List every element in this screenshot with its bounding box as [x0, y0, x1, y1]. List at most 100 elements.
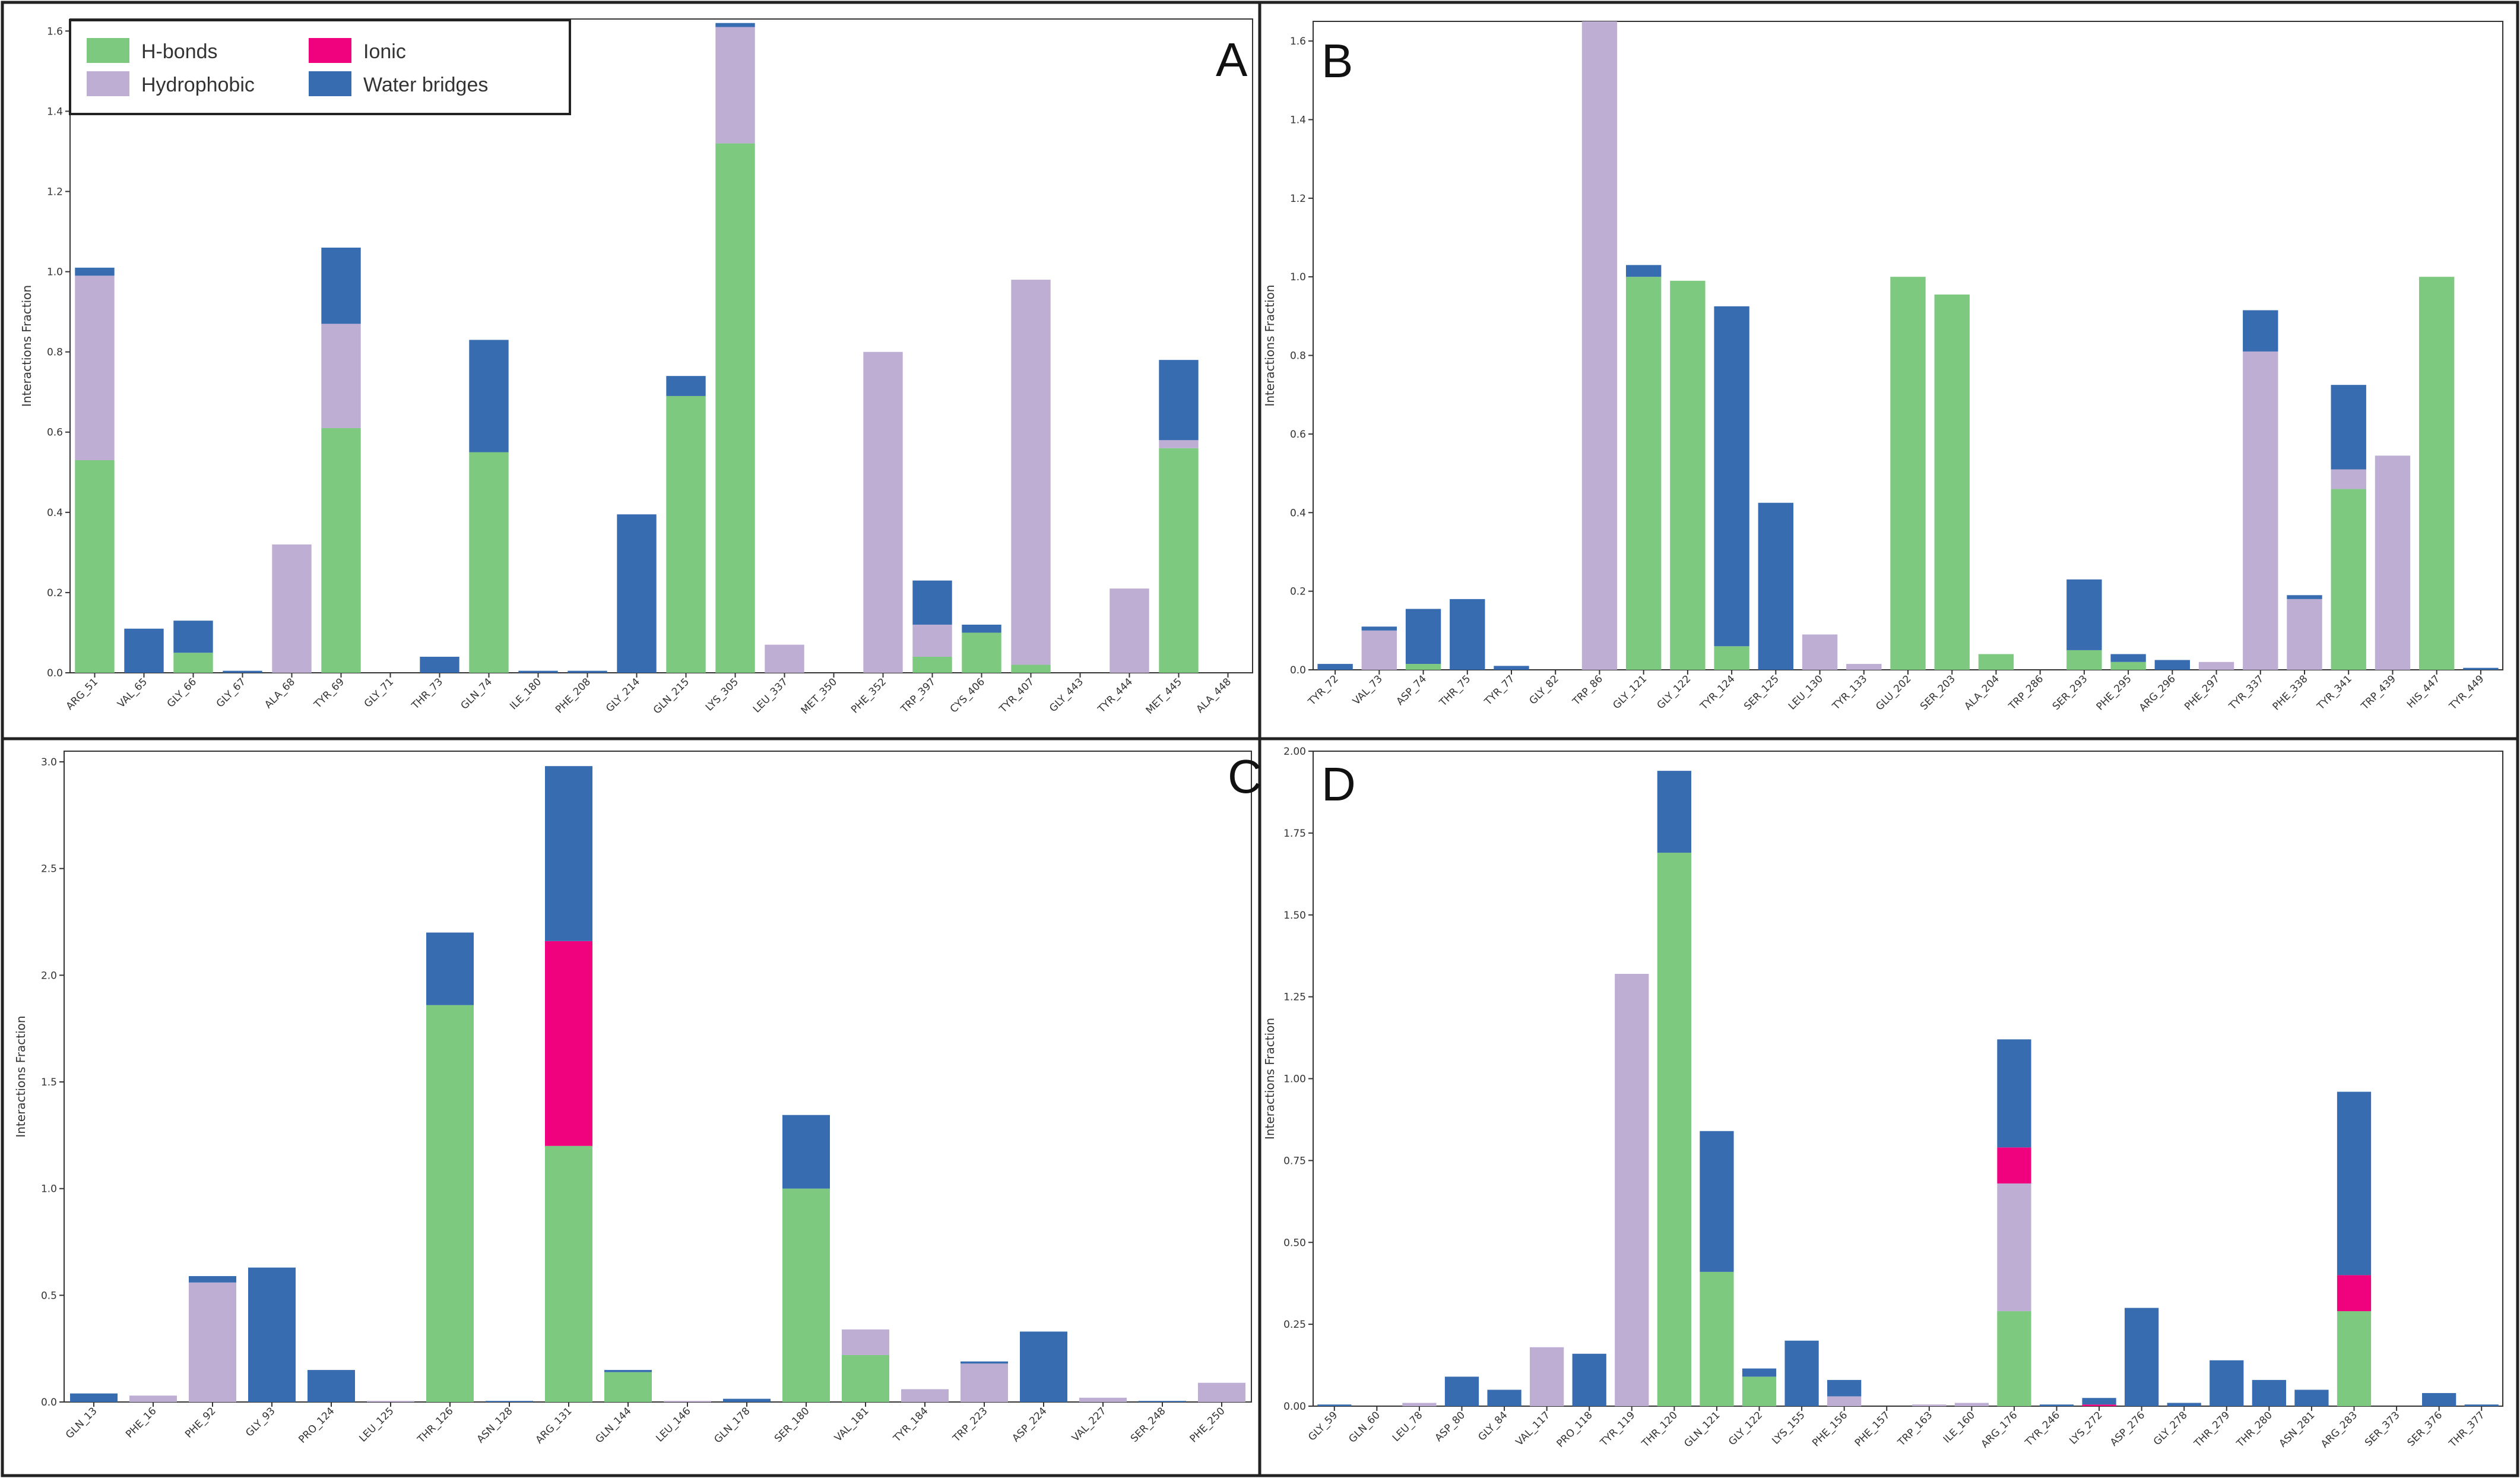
- panel-d-ytick-label: 1.25: [1283, 992, 1306, 1004]
- panel-a-bar-phe-352-hydrophobic: [863, 352, 903, 673]
- panel-d-ytick-label: 1.50: [1283, 910, 1306, 922]
- panel-c-ytick-label: 1.0: [41, 1183, 57, 1195]
- panel-a-plot-frame: [69, 18, 1253, 673]
- panel-c-bar-arg-131-ionic: [545, 941, 592, 1146]
- panel-b-ytick-label: 0.2: [1290, 586, 1306, 598]
- panel-c-bar-val-181-h-bonds: [842, 1354, 889, 1402]
- panel-b-bar-tyr-337-hydrophobic: [2243, 351, 2278, 670]
- panel-b-bar-phe-295-h-bonds: [2110, 662, 2146, 670]
- legend-label-hbonds: H-bonds: [141, 40, 218, 63]
- panel-b-bar-tyr-449-water-bridges: [2463, 667, 2499, 670]
- panel-a-bar-trp-397-hydrophobic: [912, 624, 952, 657]
- panel-c-bar-gln-144-water-bridges: [604, 1370, 652, 1372]
- panel-d-ytick-label: 1.75: [1283, 828, 1306, 840]
- panel-d-bar-gly-84-water-bridges: [1487, 1390, 1521, 1406]
- panel-d-bar-tyr-246-water-bridges: [2039, 1404, 2074, 1406]
- panel-d-bar-trp-163-hydrophobic: [1912, 1404, 1947, 1406]
- panel-a-bar-tyr-69-water-bridges: [321, 248, 361, 324]
- panel-a-bar-gln-215-water-bridges: [666, 376, 706, 396]
- panel-c-bar-gln-178-water-bridges: [723, 1398, 771, 1402]
- panel-a-ytick-label: 0.6: [47, 427, 63, 439]
- panel-d-bar-arg-176-water-bridges: [1997, 1039, 2031, 1148]
- panel-a-bar-ile-180-water-bridges: [518, 670, 558, 673]
- panel-a-bar-arg-51-hydrophobic: [75, 276, 115, 461]
- panel-b-bar-his-447-h-bonds: [2418, 277, 2455, 670]
- panel-a-letter: A: [1216, 33, 1248, 86]
- panel-a-bar-lys-305-h-bonds: [715, 143, 755, 673]
- panel-a-bar-thr-73-water-bridges: [420, 656, 459, 673]
- panel-b-bar-tyr-337-water-bridges: [2243, 310, 2278, 352]
- legend-swatch-hbonds: [87, 38, 129, 63]
- panel-b-bar-ser-293-h-bonds: [2066, 650, 2102, 670]
- panel-b-ytick-label: 0.0: [1290, 664, 1306, 676]
- panel-a-ytick-label: 1.4: [47, 106, 63, 118]
- panel-c-bar-leu-125-hydrophobic: [367, 1401, 414, 1402]
- panel-a-bar-cys-406-h-bonds: [962, 632, 1001, 673]
- panel-a-bar-tyr-407-h-bonds: [1011, 664, 1051, 673]
- panel-c-bar-val-181-hydrophobic: [842, 1329, 889, 1355]
- panel-b-ytick-label: 1.0: [1290, 271, 1306, 283]
- panel-c-bar-asn-128-water-bridges: [486, 1401, 533, 1402]
- panel-c-bar-thr-126-h-bonds: [426, 1005, 474, 1402]
- panel-b-ytick-label: 0.6: [1290, 429, 1306, 441]
- panel-d-bar-arg-176-h-bonds: [1997, 1311, 2031, 1406]
- panel-b-bar-tyr-124-h-bonds: [1714, 646, 1749, 670]
- panel-b-bar-gly-121-h-bonds: [1625, 277, 1662, 670]
- panel-a-bar-tyr-69-h-bonds: [321, 428, 361, 673]
- panel-b-bar-tyr-72-water-bridges: [1317, 664, 1353, 670]
- panel-b-bar-tyr-341-h-bonds: [2331, 489, 2366, 670]
- panel-c-ytick-label: 1.5: [41, 1077, 57, 1088]
- panel-d-bar-arg-283-h-bonds: [2337, 1311, 2372, 1406]
- panel-b-ytick-label: 1.2: [1290, 193, 1306, 205]
- panel-b-bar-phe-297-hydrophobic: [2198, 662, 2234, 670]
- panel-a-bar-ala-68-hydrophobic: [272, 544, 312, 673]
- panel-c-bar-gln-13-water-bridges: [70, 1393, 118, 1402]
- panel-c-bar-trp-223-water-bridges: [961, 1361, 1008, 1364]
- panel-d-ytick-label: 0.00: [1283, 1401, 1306, 1413]
- panel-d-bar-arg-176-ionic: [1997, 1147, 2031, 1183]
- panel-b-bar-val-73-water-bridges: [1361, 626, 1397, 631]
- panel-a-ylabel: Interactions Fraction: [20, 285, 34, 407]
- panel-b-ytick-label: 1.4: [1290, 114, 1306, 126]
- panel-b-bar-tyr-133-hydrophobic: [1846, 664, 1882, 670]
- panel-c-letter: C: [1228, 750, 1262, 803]
- legend-label-ionic: Ionic: [363, 40, 406, 63]
- panel-c-bar-ser-248-water-bridges: [1139, 1401, 1186, 1402]
- panel-a-bar-tyr-407-hydrophobic: [1011, 280, 1051, 665]
- legend-swatch-water-bridges: [309, 71, 351, 96]
- panel-a-bar-gly-66-water-bridges: [173, 621, 213, 653]
- panel-a-bar-phe-208-water-bridges: [568, 670, 607, 673]
- panel-b-ylabel: Interactions Fraction: [1263, 284, 1277, 406]
- panel-b-ytick-label: 0.4: [1290, 507, 1306, 519]
- panel-d-bar-gln-121-water-bridges: [1700, 1131, 1734, 1272]
- panel-d-bar-gln-121-h-bonds: [1700, 1271, 1734, 1406]
- panel-b-bar-asp-74-h-bonds: [1405, 664, 1441, 670]
- panel-a-bar-met-445-water-bridges: [1159, 360, 1199, 441]
- panel-b-bar-arg-296-water-bridges: [2154, 660, 2191, 670]
- panel-d-bar-ser-376-water-bridges: [2422, 1392, 2456, 1406]
- panel-a-bar-val-65-water-bridges: [124, 628, 164, 673]
- panel-a-bar-leu-337-hydrophobic: [765, 644, 804, 673]
- panel-a-bar-met-445-hydrophobic: [1159, 440, 1199, 448]
- panel-d-bar-lys-272-ionic: [2082, 1404, 2116, 1406]
- panel-b-bar-phe-338-water-bridges: [2287, 595, 2322, 599]
- panel-c-bar-gln-144-h-bonds: [604, 1372, 652, 1402]
- panel-a-bar-gly-67-water-bridges: [223, 670, 262, 673]
- panel-d-ylabel: Interactions Fraction: [1263, 1018, 1277, 1140]
- panel-c-bar-arg-131-water-bridges: [545, 766, 592, 941]
- panel-a-bar-lys-305-water-bridges: [715, 23, 755, 27]
- panel-d-ytick-label: 1.00: [1283, 1074, 1306, 1085]
- panel-d-bar-tyr-119-hydrophobic: [1615, 974, 1649, 1406]
- panel-c-bar-phe-92-water-bridges: [189, 1276, 236, 1283]
- panel-d-bar-arg-283-ionic: [2337, 1275, 2372, 1312]
- panel-d-bar-asn-281-water-bridges: [2294, 1390, 2329, 1406]
- panel-b-bar-phe-295-water-bridges: [2110, 654, 2146, 662]
- panel-a-bar-gly-66-h-bonds: [173, 653, 213, 673]
- panel-a-bar-tyr-69-hydrophobic: [321, 324, 361, 428]
- panel-a-bar-gln-74-water-bridges: [469, 340, 509, 452]
- panel-c-bar-thr-126-water-bridges: [426, 932, 474, 1005]
- panel-b-bar-gly-122-h-bonds: [1670, 280, 1706, 670]
- panel-d-bar-gly-122-water-bridges: [1742, 1368, 1777, 1377]
- panel-b-bar-tyr-341-hydrophobic: [2331, 469, 2366, 489]
